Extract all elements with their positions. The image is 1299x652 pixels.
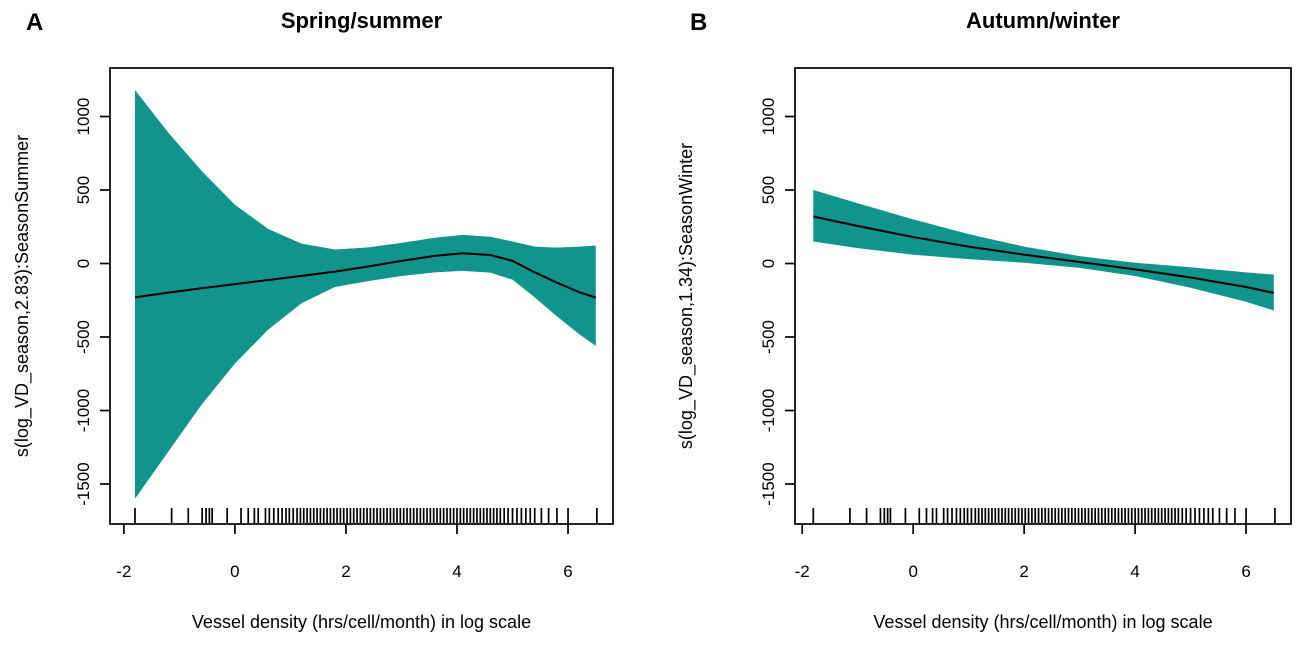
y-tick-label: -1000: [759, 389, 778, 432]
y-tick-label: -1500: [759, 462, 778, 505]
panel-autumn-winter-chart: -2 0 2 4 6 -1500 -1000 -500 0 500 1000 s(log_VD_sea…: [676, 8, 1292, 632]
panel-spring-summer-chart: -2 0 2 4 6 -1500 -1000 -500 0 500 1000 s(log_VD_sea…: [12, 8, 614, 632]
y-tick-label: -1500: [74, 462, 93, 505]
plot-frame: [109, 67, 614, 525]
x-tick-label: 4: [1130, 562, 1139, 581]
smooth-fit-line: [134, 252, 597, 299]
y-axis-title: s(log_VD_season,1.34):SeasonWinter: [676, 143, 697, 449]
plot-frame: [794, 67, 1292, 525]
y-tick-label: -1000: [74, 389, 93, 432]
y-tick-label: 1000: [759, 98, 778, 136]
panel-title: Spring/summer: [281, 8, 443, 33]
panel-letter: B: [690, 9, 707, 36]
x-tick-label: -2: [116, 562, 131, 581]
y-tick-label: 0: [74, 259, 93, 268]
confidence-band: [134, 90, 596, 499]
y-tick-label: 500: [759, 176, 778, 204]
y-tick-label: -500: [759, 320, 778, 354]
x-tick-label: 0: [230, 562, 239, 581]
x-axis-title: Vessel density (hrs/cell/month) in log s…: [873, 612, 1212, 632]
y-tick-label: -500: [74, 320, 93, 354]
panel-letter: A: [26, 9, 43, 36]
x-tick-label: 4: [452, 562, 461, 581]
x-tick-label: 6: [1241, 562, 1250, 581]
confidence-band: [813, 190, 1274, 311]
x-tick-label: 2: [341, 562, 350, 581]
x-tick-label: -2: [795, 562, 810, 581]
y-tick-label: 0: [759, 259, 778, 268]
y-tick-label: 500: [74, 176, 93, 204]
y-axis-title: s(log_VD_season,2.83):SeasonSummer: [12, 135, 33, 457]
panel-title: Autumn/winter: [966, 8, 1120, 33]
x-tick-label: 6: [563, 562, 572, 581]
y-tick-label: 1000: [74, 98, 93, 136]
x-tick-label: 0: [908, 562, 917, 581]
x-tick-label: 2: [1019, 562, 1028, 581]
x-axis-title: Vessel density (hrs/cell/month) in log s…: [192, 612, 531, 632]
smooth-fit-line: [813, 215, 1275, 294]
